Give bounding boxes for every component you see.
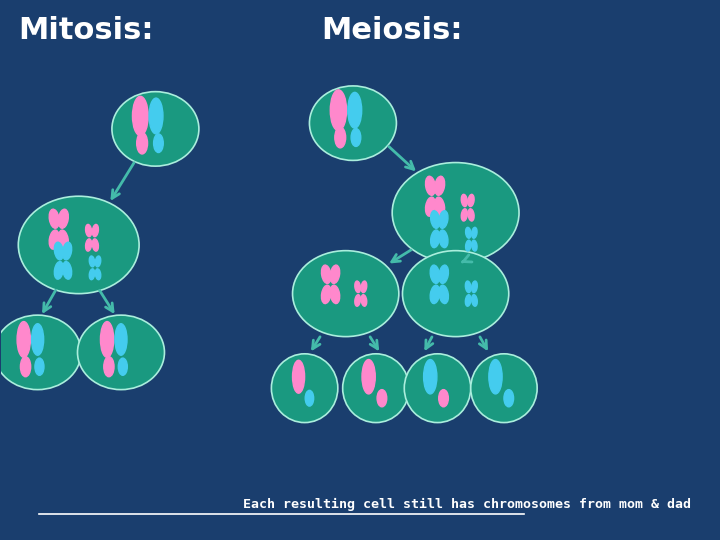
- Ellipse shape: [89, 269, 95, 280]
- Ellipse shape: [431, 230, 440, 248]
- Ellipse shape: [439, 211, 448, 228]
- Ellipse shape: [472, 240, 477, 251]
- Ellipse shape: [426, 197, 436, 216]
- Ellipse shape: [330, 90, 346, 131]
- Ellipse shape: [330, 265, 340, 284]
- Ellipse shape: [18, 196, 139, 294]
- Ellipse shape: [351, 129, 361, 146]
- Ellipse shape: [377, 390, 387, 407]
- Ellipse shape: [49, 209, 59, 228]
- Text: Meiosis:: Meiosis:: [322, 16, 463, 45]
- Ellipse shape: [137, 132, 148, 154]
- Ellipse shape: [439, 285, 449, 303]
- Ellipse shape: [430, 285, 440, 303]
- Ellipse shape: [86, 225, 91, 237]
- Ellipse shape: [292, 360, 305, 393]
- Ellipse shape: [392, 163, 519, 263]
- Ellipse shape: [149, 98, 163, 134]
- Ellipse shape: [321, 265, 331, 284]
- Ellipse shape: [17, 322, 30, 357]
- Ellipse shape: [271, 354, 338, 423]
- Ellipse shape: [355, 295, 361, 306]
- Ellipse shape: [361, 281, 366, 293]
- Ellipse shape: [430, 265, 440, 284]
- Ellipse shape: [321, 285, 331, 303]
- Ellipse shape: [355, 281, 361, 293]
- Ellipse shape: [92, 239, 99, 251]
- Ellipse shape: [361, 295, 366, 306]
- Ellipse shape: [132, 96, 148, 136]
- Ellipse shape: [472, 227, 477, 238]
- Ellipse shape: [362, 360, 375, 394]
- Ellipse shape: [462, 209, 467, 221]
- Ellipse shape: [118, 358, 127, 375]
- Ellipse shape: [86, 239, 91, 251]
- Ellipse shape: [32, 323, 44, 355]
- Ellipse shape: [89, 256, 95, 267]
- Ellipse shape: [54, 261, 63, 279]
- Ellipse shape: [292, 251, 399, 336]
- Ellipse shape: [423, 360, 437, 394]
- Ellipse shape: [402, 251, 509, 336]
- Ellipse shape: [104, 357, 114, 377]
- Ellipse shape: [115, 323, 127, 355]
- Ellipse shape: [305, 390, 314, 406]
- Ellipse shape: [310, 86, 397, 160]
- Ellipse shape: [153, 134, 163, 152]
- Ellipse shape: [431, 211, 440, 228]
- Ellipse shape: [54, 242, 63, 260]
- Ellipse shape: [404, 354, 471, 423]
- Ellipse shape: [343, 354, 409, 423]
- Ellipse shape: [20, 357, 31, 377]
- Ellipse shape: [78, 315, 164, 390]
- Ellipse shape: [335, 127, 346, 148]
- Ellipse shape: [465, 281, 471, 293]
- Ellipse shape: [101, 322, 114, 357]
- Ellipse shape: [63, 261, 72, 279]
- Ellipse shape: [439, 230, 448, 248]
- Ellipse shape: [112, 92, 199, 166]
- Ellipse shape: [489, 360, 502, 394]
- Ellipse shape: [95, 256, 101, 267]
- Ellipse shape: [472, 281, 477, 293]
- Ellipse shape: [49, 230, 59, 249]
- Ellipse shape: [63, 242, 72, 260]
- Text: Mitosis:: Mitosis:: [18, 16, 154, 45]
- Ellipse shape: [462, 194, 467, 207]
- Text: Each resulting cell still has chromosomes from mom & dad: Each resulting cell still has chromosome…: [243, 498, 691, 511]
- Ellipse shape: [468, 209, 474, 221]
- Ellipse shape: [466, 240, 471, 251]
- Ellipse shape: [435, 197, 445, 216]
- Ellipse shape: [0, 315, 81, 390]
- Ellipse shape: [426, 176, 436, 195]
- Ellipse shape: [35, 358, 44, 375]
- Ellipse shape: [438, 390, 449, 407]
- Ellipse shape: [465, 295, 471, 306]
- Ellipse shape: [58, 209, 68, 228]
- Ellipse shape: [439, 265, 449, 284]
- Ellipse shape: [466, 227, 471, 238]
- Ellipse shape: [504, 390, 513, 407]
- Ellipse shape: [472, 295, 477, 306]
- Ellipse shape: [471, 354, 537, 423]
- Ellipse shape: [468, 194, 474, 207]
- Ellipse shape: [435, 176, 445, 195]
- Ellipse shape: [58, 230, 68, 249]
- Ellipse shape: [330, 285, 340, 303]
- Ellipse shape: [348, 92, 361, 128]
- Ellipse shape: [92, 225, 99, 237]
- Ellipse shape: [95, 269, 101, 280]
